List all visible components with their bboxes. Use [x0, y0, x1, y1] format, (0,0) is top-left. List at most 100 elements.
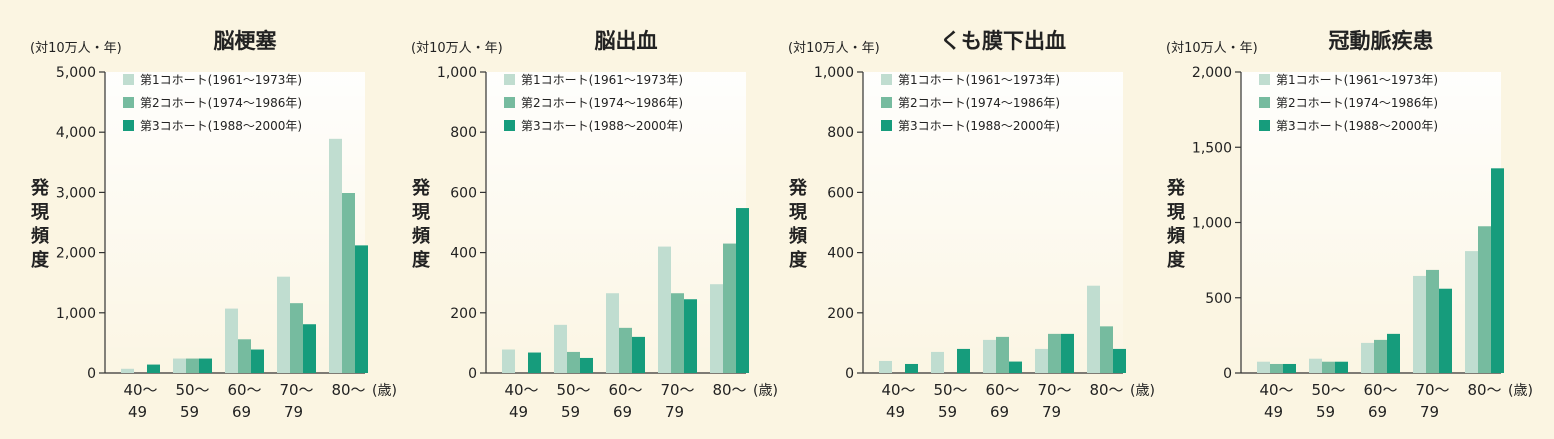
y-axis-label-char: 度 — [412, 249, 431, 271]
legend-swatch-2 — [504, 97, 515, 108]
bar-1-5 — [329, 138, 342, 373]
y-tick-label: 4,000 — [56, 125, 96, 141]
x-tick-label: 40〜 — [1259, 381, 1293, 399]
y-tick-label: 400 — [450, 246, 477, 262]
bar-3-4 — [303, 324, 316, 373]
y-tick-label: 2,000 — [1192, 65, 1232, 81]
y-tick-label: 3,000 — [56, 185, 96, 201]
x-tick-label-sub: 79 — [1420, 403, 1439, 421]
bar-3-1 — [147, 364, 160, 373]
x-unit-label: (歳) — [372, 383, 397, 399]
legend-swatch-1 — [881, 74, 892, 85]
x-tick-label-sub: 69 — [232, 403, 251, 421]
bar-1-1 — [121, 368, 134, 373]
legend-swatch-1 — [504, 74, 515, 85]
bar-1-5 — [710, 284, 723, 373]
bar-3-3 — [632, 336, 645, 373]
x-tick-label: 60〜 — [227, 381, 261, 399]
y-tick-label: 200 — [450, 306, 477, 322]
y-tick-label: 1,000 — [437, 65, 477, 81]
y-axis-label-char: 頻 — [31, 225, 49, 247]
y-axis-label-char: 発 — [1166, 177, 1186, 199]
y-tick-label: 1,000 — [1192, 216, 1232, 232]
bar-2-3 — [1374, 339, 1387, 373]
legend-label-3: 第3コホート(1988〜2000年) — [1276, 119, 1438, 133]
plot-area — [1241, 72, 1501, 373]
y-axis-label-char: 発 — [30, 177, 50, 199]
chart-title: 脳梗塞 — [214, 29, 278, 53]
x-tick-label-sub: 49 — [128, 403, 147, 421]
legend-swatch-1 — [123, 74, 134, 85]
legend-label-2: 第2コホート(1974〜1986年) — [1276, 96, 1438, 110]
bar-3-4 — [1061, 333, 1074, 373]
y-tick-label: 600 — [450, 185, 477, 201]
x-tick-label: 50〜 — [556, 381, 590, 399]
bar-2-2 — [567, 351, 580, 373]
x-unit-label: (歳) — [1130, 383, 1155, 399]
x-tick-label: 70〜 — [279, 381, 313, 399]
bar-3-5 — [355, 245, 368, 373]
y-unit-label: (対10万人・年) — [1166, 41, 1258, 56]
bar-3-3 — [1387, 333, 1400, 373]
plot-area — [863, 72, 1123, 373]
legend-label-3: 第3コホート(1988〜2000年) — [898, 119, 1060, 133]
bar-1-2 — [1309, 358, 1322, 373]
bar-1-1 — [502, 349, 515, 373]
legend-swatch-1 — [1259, 74, 1270, 85]
bar-2-4 — [671, 293, 684, 373]
x-tick-label: 70〜 — [1415, 381, 1449, 399]
x-tick-label: 80〜 — [331, 381, 365, 399]
x-tick-label-sub: 69 — [613, 403, 632, 421]
bar-1-2 — [931, 351, 944, 373]
bar-1-3 — [606, 293, 619, 373]
bar-2-1 — [1270, 363, 1283, 373]
bar-2-4 — [290, 303, 303, 373]
x-tick-label: 50〜 — [1311, 381, 1345, 399]
bar-1-3 — [983, 339, 996, 373]
x-tick-label-sub: 79 — [1042, 403, 1061, 421]
y-axis-label-char: 頻 — [412, 225, 430, 247]
x-tick-label-sub: 49 — [886, 403, 905, 421]
y-tick-label: 600 — [827, 185, 854, 201]
x-tick-label-sub: 59 — [1316, 403, 1335, 421]
y-tick-label: 1,000 — [56, 306, 96, 322]
legend-label-1: 第1コホート(1961〜1973年) — [521, 73, 683, 87]
x-tick-label: 50〜 — [933, 381, 967, 399]
bar-1-5 — [1087, 285, 1100, 373]
legend-swatch-2 — [881, 97, 892, 108]
bar-1-3 — [1361, 342, 1374, 373]
y-axis-label-char: 度 — [789, 249, 808, 271]
legend-label-1: 第1コホート(1961〜1973年) — [1276, 73, 1438, 87]
legend-label-2: 第2コホート(1974〜1986年) — [140, 96, 302, 110]
x-tick-label-sub: 79 — [665, 403, 684, 421]
x-tick-label: 40〜 — [504, 381, 538, 399]
y-tick-label: 400 — [827, 246, 854, 262]
y-tick-label: 200 — [827, 306, 854, 322]
x-tick-label: 60〜 — [608, 381, 642, 399]
bar-1-4 — [1035, 348, 1048, 373]
x-unit-label: (歳) — [1508, 383, 1533, 399]
legend-swatch-3 — [504, 120, 515, 131]
x-tick-label: 40〜 — [123, 381, 157, 399]
bar-2-2 — [186, 358, 199, 373]
legend-swatch-3 — [881, 120, 892, 131]
x-tick-label: 50〜 — [175, 381, 209, 399]
x-tick-label-sub: 69 — [990, 403, 1009, 421]
y-tick-label: 0 — [845, 366, 854, 382]
bar-2-3 — [619, 327, 632, 373]
bar-3-2 — [1335, 361, 1348, 373]
bar-1-4 — [658, 246, 671, 373]
y-axis-label-char: 頻 — [1167, 225, 1185, 247]
x-tick-label: 80〜 — [1089, 381, 1123, 399]
legend-label-1: 第1コホート(1961〜1973年) — [898, 73, 1060, 87]
y-tick-label: 0 — [1223, 366, 1232, 382]
bar-2-3 — [996, 336, 1009, 373]
y-tick-label: 800 — [827, 125, 854, 141]
bar-1-2 — [173, 358, 186, 373]
y-axis-label-char: 度 — [31, 249, 50, 271]
legend-swatch-2 — [123, 97, 134, 108]
x-tick-label-sub: 49 — [509, 403, 528, 421]
y-unit-label: (対10万人・年) — [30, 41, 122, 56]
